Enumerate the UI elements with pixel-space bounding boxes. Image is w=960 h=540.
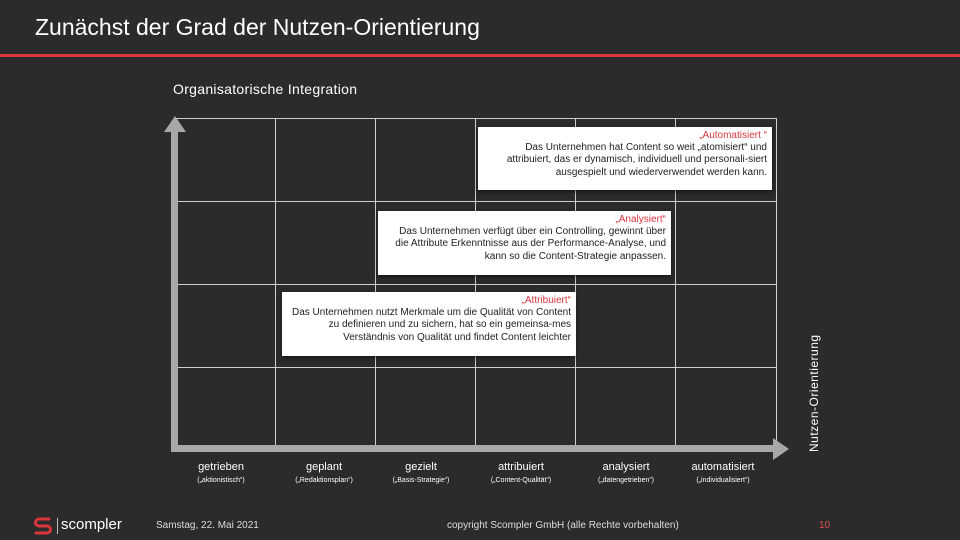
- stage-sublabel: („Redaktionsplan“): [295, 477, 353, 484]
- stage-getrieben: getrieben („aktionistisch“): [166, 461, 276, 484]
- arrow-right-icon: [773, 438, 789, 460]
- stage-geplant: geplant („Redaktionsplan“): [269, 461, 379, 484]
- footer-date: Samstag, 22. Mai 2021: [156, 520, 259, 531]
- stage-sublabel: („Content-Qualität“): [490, 477, 552, 484]
- stage-label: getrieben: [198, 461, 244, 473]
- stage-automatisiert: automatisiert („individualisiert“): [668, 461, 778, 484]
- stage-sublabel: („Basis-Strategie“): [392, 477, 450, 484]
- box-automatisiert: „Automatisiert “ Das Unternehmen hat Con…: [478, 127, 772, 190]
- logo-wordmark: scompler: [61, 516, 122, 533]
- page-number: 10: [819, 520, 831, 531]
- grid-row-line: [176, 284, 776, 285]
- box-analysiert: „Analysiert“ Das Unternehmen verfügt übe…: [378, 211, 671, 275]
- y-axis: [171, 130, 178, 452]
- stage-sublabel: („individualisiert“): [696, 477, 750, 484]
- stage-sublabel: („datengetrieben“): [597, 477, 655, 484]
- grid-row-line: [176, 367, 776, 368]
- stage-gezielt: gezielt („Basis-Strategie“): [366, 461, 476, 484]
- header-divider: [0, 54, 960, 57]
- stage-label: geplant: [305, 461, 343, 473]
- stage-attribuiert: attribuiert („Content-Qualität“): [466, 461, 576, 484]
- stage-analysiert: analysiert („datengetrieben“): [571, 461, 681, 484]
- stage-sublabel: („aktionistisch“): [197, 477, 245, 484]
- stage-label: automatisiert: [691, 461, 755, 473]
- scompler-logo-icon: [34, 517, 52, 535]
- scompler-logo: scompler: [33, 516, 125, 536]
- arrow-up-icon: [164, 116, 186, 132]
- footer-copyright: copyright Scompler GmbH (alle Rechte vor…: [447, 520, 679, 531]
- x-axis: [171, 445, 775, 452]
- box-title: „Automatisiert “: [699, 130, 767, 141]
- logo-divider: [57, 518, 58, 534]
- box-attribuiert: „Attribuiert“ Das Unternehmen nutzt Merk…: [282, 292, 576, 356]
- y-axis-label: Nutzen-Orientierung: [807, 334, 821, 452]
- grid-row-line: [176, 201, 776, 202]
- header-bar: Zunächst der Grad der Nutzen-Orientierun…: [0, 0, 960, 54]
- box-title: „Attribuiert“: [521, 295, 571, 306]
- box-title: „Analysiert“: [615, 214, 666, 225]
- stage-label: analysiert: [602, 461, 650, 473]
- stage-label: attribuiert: [498, 461, 544, 473]
- box-text: Das Unternehmen verfügt über ein Control…: [395, 226, 666, 262]
- box-text: Das Unternehmen nutzt Merkmale um die Qu…: [291, 307, 571, 343]
- slide-title: Zunächst der Grad der Nutzen-Orientierun…: [35, 14, 480, 40]
- footer-bar: [0, 510, 960, 540]
- slide-subtitle: Organisatorische Integration: [173, 81, 358, 97]
- stage-label: gezielt: [405, 461, 437, 473]
- box-text: Das Unternehmen hat Content so weit „ato…: [506, 142, 767, 178]
